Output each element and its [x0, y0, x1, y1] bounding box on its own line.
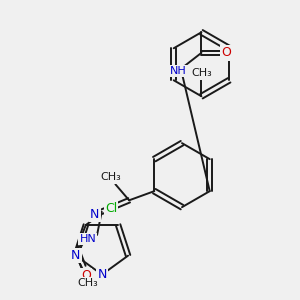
- Text: HN: HN: [80, 234, 96, 244]
- Text: O: O: [222, 46, 232, 59]
- Text: NH: NH: [170, 66, 187, 76]
- Text: N: N: [97, 268, 107, 281]
- Text: CH₃: CH₃: [77, 278, 98, 288]
- Text: O: O: [81, 269, 91, 282]
- Text: CH₃: CH₃: [100, 172, 121, 182]
- Text: CH₃: CH₃: [191, 68, 212, 78]
- Text: N: N: [71, 249, 81, 262]
- Text: N: N: [90, 208, 100, 220]
- Text: Cl: Cl: [105, 202, 117, 215]
